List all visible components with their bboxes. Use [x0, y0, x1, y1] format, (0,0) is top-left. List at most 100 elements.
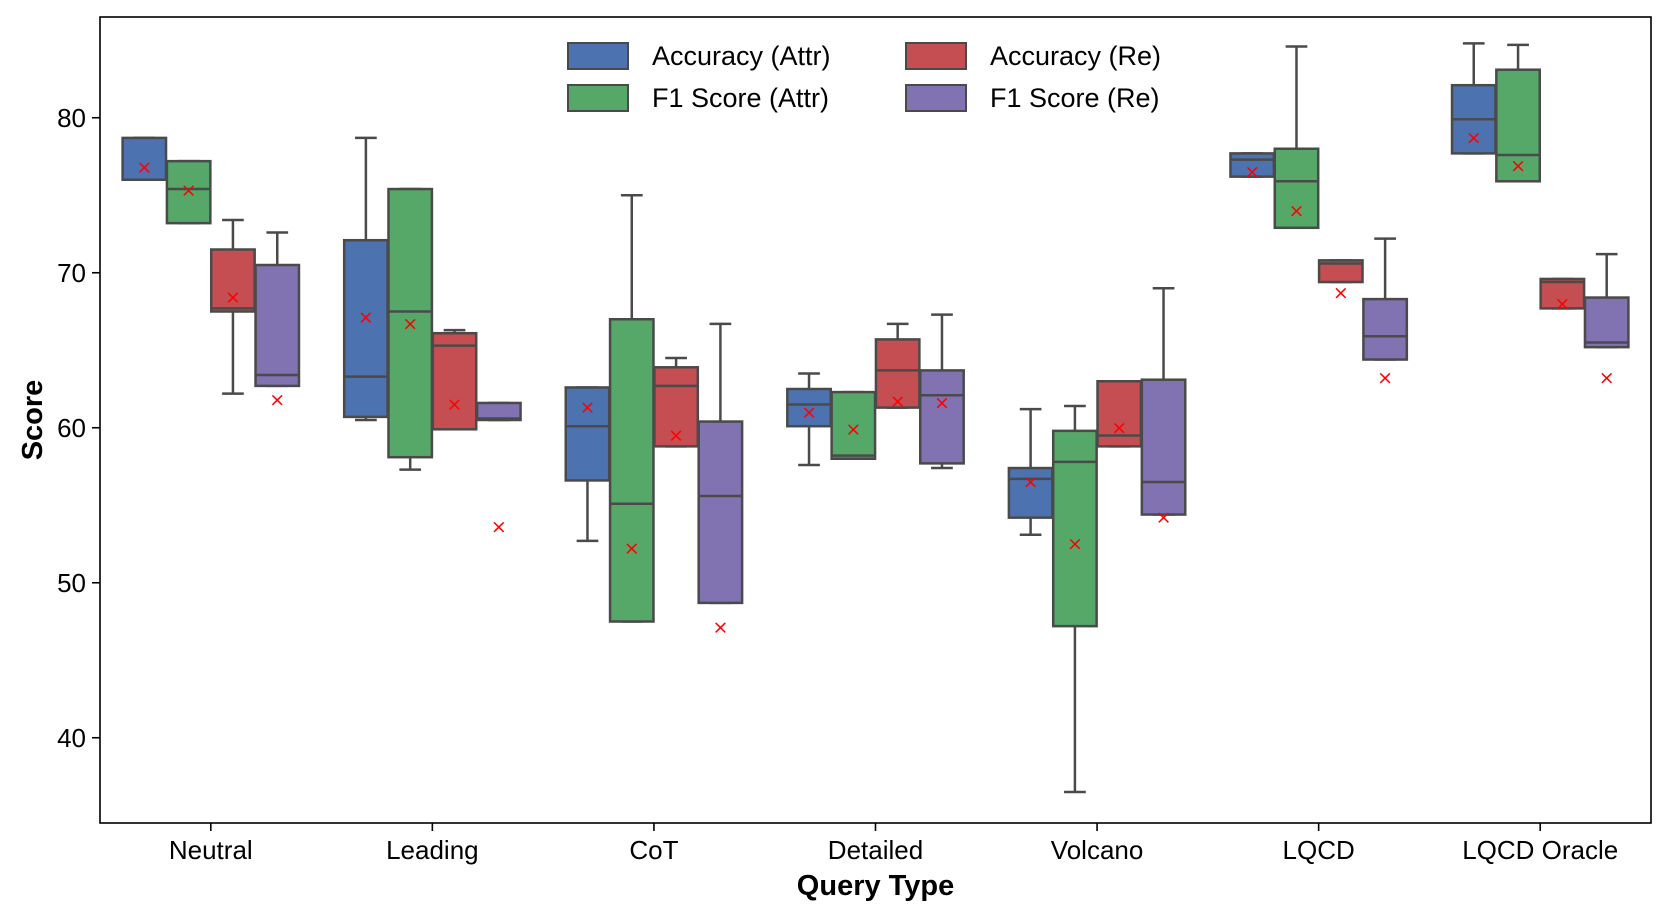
y-tick-label: 40: [57, 723, 86, 753]
box-body: [1007, 466, 1054, 519]
box: ×: [564, 386, 611, 543]
mean-marker: ×: [934, 392, 950, 414]
mean-marker: ×: [624, 538, 640, 560]
box: ×: [1273, 45, 1320, 230]
box-body: [1539, 277, 1586, 310]
legend-label: F1 Score (Re): [990, 83, 1160, 113]
box-body: [1273, 147, 1320, 230]
box-body: [1583, 296, 1630, 349]
box: ×: [387, 187, 434, 471]
mean-marker: ×: [668, 425, 684, 447]
x-tick-label: CoT: [629, 835, 678, 865]
box: ×: [1495, 43, 1542, 183]
x-tick-label: Neutral: [169, 835, 253, 865]
box: ×: [653, 356, 700, 448]
mean-marker: ×: [1067, 533, 1083, 555]
box: ×: [1583, 252, 1630, 389]
box: ×: [786, 372, 832, 467]
x-tick-label: LQCD: [1283, 835, 1355, 865]
legend-item: F1 Score (Re): [905, 83, 1160, 113]
box: ×: [121, 136, 168, 181]
box-body: [653, 366, 700, 448]
box-body: [919, 369, 965, 465]
y-axis: 40 50 60 70 80: [57, 103, 100, 753]
box: ×: [1007, 407, 1054, 536]
mean-marker: ×: [712, 617, 728, 639]
legend-swatch: [905, 84, 967, 112]
mean-marker: ×: [1289, 200, 1305, 222]
x-tick-label: Volcano: [1051, 835, 1144, 865]
box-body: [608, 318, 655, 623]
legend-label: F1 Score (Attr): [652, 83, 829, 113]
legend-label: Accuracy (Re): [990, 41, 1161, 71]
box: ×: [165, 159, 212, 225]
mean-marker: ×: [801, 401, 817, 423]
category-group-detailed: × × × ×: [786, 313, 965, 470]
mean-marker: ×: [579, 397, 595, 419]
box: ×: [431, 328, 478, 431]
box-body: [209, 248, 256, 313]
y-tick-label: 70: [57, 258, 86, 288]
mean-marker: ×: [447, 394, 463, 416]
box-body: [387, 187, 434, 459]
mean-marker: ×: [402, 313, 418, 335]
mean-marker: ×: [1554, 293, 1570, 315]
box-body: [1051, 429, 1098, 628]
legend-item: Accuracy (Re): [905, 41, 1161, 71]
mean-marker: ×: [1599, 367, 1615, 389]
box: ×: [1539, 277, 1586, 315]
box-body: [431, 331, 478, 431]
mean-marker: ×: [1156, 507, 1172, 529]
box: ×: [254, 231, 301, 411]
x-tick-label: Detailed: [828, 835, 923, 865]
box: ×: [1450, 42, 1497, 155]
category-group-leading: × × × ×: [342, 136, 522, 538]
box-body: [1317, 259, 1364, 284]
mean-marker: ×: [136, 156, 152, 178]
mean-marker: ×: [491, 516, 507, 538]
category-group-lqcd: × × × ×: [1229, 45, 1409, 389]
box-body: [564, 386, 611, 482]
box-body: [475, 401, 522, 422]
x-axis-title: Query Type: [797, 870, 954, 902]
x-tick-label: Leading: [386, 835, 479, 865]
legend-swatch: [567, 84, 629, 112]
box-body: [1495, 68, 1542, 183]
box: ×: [1317, 259, 1364, 304]
box: ×: [475, 401, 522, 538]
box: ×: [830, 390, 877, 461]
legend-swatch: [905, 42, 967, 70]
mean-marker: ×: [1244, 161, 1260, 183]
box: ×: [1140, 287, 1187, 529]
box-body: [254, 263, 301, 388]
box: ×: [1362, 237, 1409, 389]
legend-swatch: [567, 42, 629, 70]
category-group-neutral: × × × ×: [121, 136, 301, 411]
plot-area: × × × × × × × × × × × × × × × × × × × × × × × × × × × ×: [121, 42, 1630, 794]
mean-marker: ×: [1466, 127, 1482, 149]
box-body: [830, 390, 877, 461]
box-body: [342, 238, 389, 419]
box: ×: [1096, 380, 1143, 448]
box: ×: [209, 218, 256, 395]
box-body: [165, 159, 212, 225]
category-group-lqcd-oracle: × × × ×: [1450, 42, 1630, 389]
box: ×: [919, 313, 965, 470]
box: ×: [1051, 404, 1098, 794]
x-tick-label: LQCD Oracle: [1462, 835, 1618, 865]
mean-marker: ×: [1333, 282, 1349, 304]
x-axis: Neutral Leading CoT Detailed Volcano LQCD LQCD…: [169, 823, 1618, 865]
y-tick-label: 60: [57, 413, 86, 443]
mean-marker: ×: [1023, 471, 1039, 493]
legend-item: Accuracy (Attr): [567, 41, 831, 71]
y-axis-title: Score: [17, 380, 49, 461]
mean-marker: ×: [845, 418, 861, 440]
legend-label: Accuracy (Attr): [652, 41, 831, 71]
box: ×: [342, 136, 389, 422]
box: ×: [874, 322, 921, 412]
mean-marker: ×: [1510, 155, 1526, 177]
box: ×: [1229, 152, 1276, 183]
y-tick-label: 50: [57, 568, 86, 598]
legend-item: F1 Score (Attr): [567, 83, 829, 113]
box-body: [874, 338, 921, 409]
